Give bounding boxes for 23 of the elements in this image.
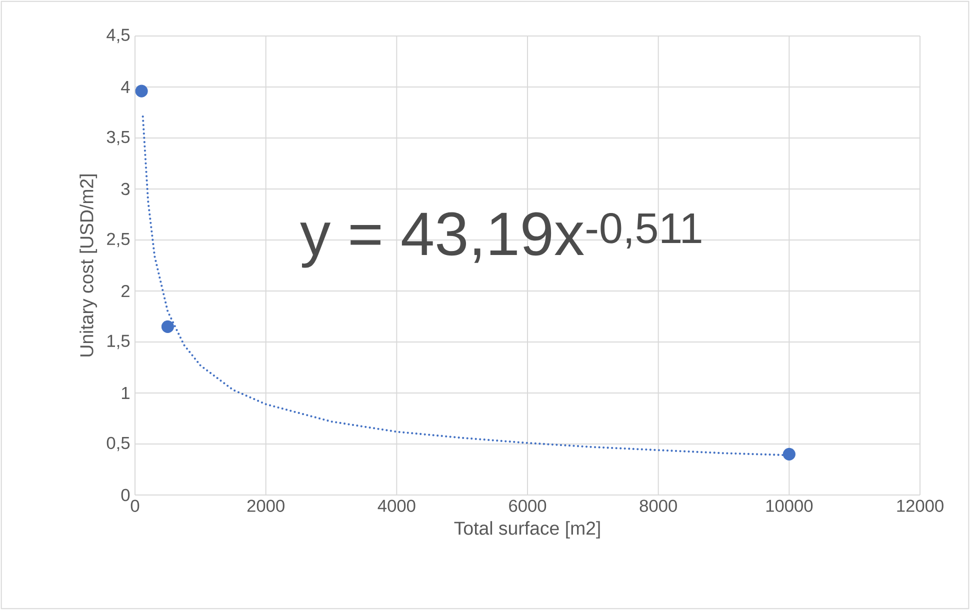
y-tick-label: 1 <box>122 387 130 399</box>
x-tick-label: 2000 <box>247 500 284 512</box>
x-tick-label: 8000 <box>640 500 677 512</box>
y-tick-label: 1,5 <box>108 334 130 350</box>
x-tick-label: 6000 <box>509 500 546 512</box>
x-tick-label: 0 <box>130 500 140 512</box>
x-tick-label: 12000 <box>897 500 944 512</box>
x-axis-title: Total surface [m2] <box>454 521 600 539</box>
point <box>161 320 174 333</box>
y-tick-label: 2 <box>122 284 130 298</box>
y-tick-label: 0 <box>121 488 130 502</box>
x-tick-label: 10000 <box>766 500 813 512</box>
y-tick-label: 0,5 <box>106 436 130 452</box>
y-tick-label: 4 <box>121 81 130 93</box>
y-tick-label: 3 <box>121 182 130 196</box>
point <box>135 84 148 98</box>
y-tick-label: 2,5 <box>107 232 130 248</box>
annotation: y = 43,19x$^{-0,511}$ <box>300 212 702 268</box>
y-tick-label: 3,5 <box>106 130 130 146</box>
y-tick-label: 4,5 <box>106 28 130 44</box>
y-axis-title: Unitary cost [USD/m2] <box>80 174 98 356</box>
point <box>782 448 796 460</box>
x-tick-label: 4000 <box>378 500 416 512</box>
